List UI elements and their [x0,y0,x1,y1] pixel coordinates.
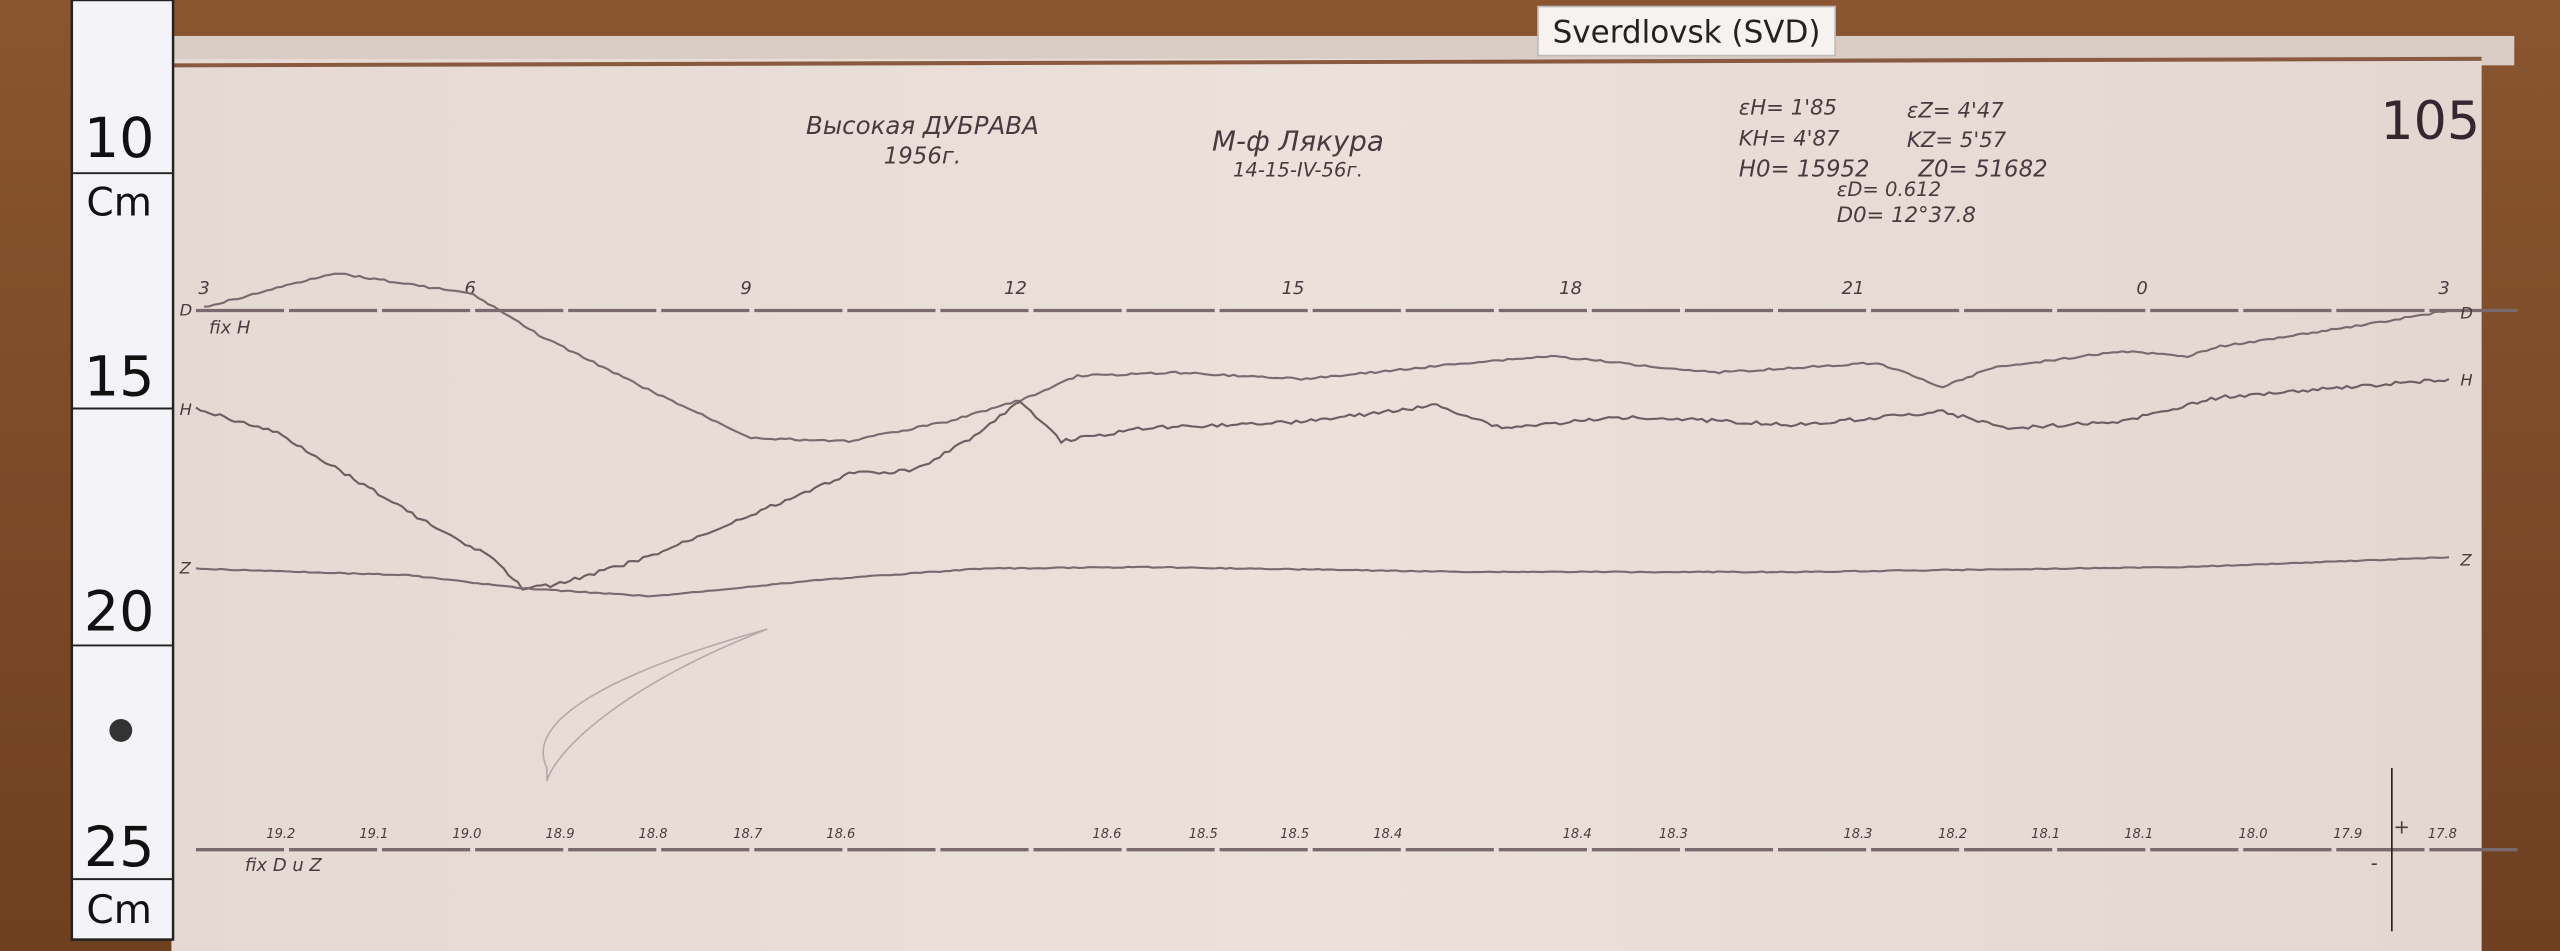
temperature-mark: 19.1 [359,827,388,842]
const-d0: D0= 12°37.8 [1837,203,1976,228]
fix-h-note: fix H [209,317,251,338]
ruler-label-10: 10 [84,106,155,171]
temperature-mark: 18.1 [2124,827,2153,842]
label-h-left: H [180,400,192,419]
station-sticker-text: Sverdlovsk (SVD) [1553,14,1821,50]
magnetogram-sheet [171,58,2482,951]
temperature-mark: 18.5 [1189,827,1218,842]
ruler-label-20: 20 [84,580,155,645]
hour-mark: 0 [2136,278,2147,299]
hour-mark: 3 [198,278,209,299]
temperature-mark: 18.7 [733,827,763,842]
label-d-left: D [180,300,193,319]
const-k-h: KH= 4'87 [1739,126,1840,151]
record-date: 14-15-IV-56г. [1233,158,1363,181]
temperature-mark: 19.2 [266,827,295,842]
ruler-unit-bottom: Cm [86,888,152,933]
ruler-label-25: 25 [84,815,155,880]
label-z-left: Z [179,559,192,578]
label-z-right: Z [2459,550,2472,569]
hour-mark: 21 [1842,278,1865,299]
ruler-ticks [71,172,174,881]
temperature-mark: 18.1 [2031,827,2060,842]
temperature-mark: 17.8 [2428,827,2457,842]
station-sticker [1537,5,1836,57]
temperature-mark: 18.3 [1659,827,1688,842]
ruler-hole [109,718,133,742]
hour-mark: 15 [1282,278,1305,299]
station-title: Высокая ДУБРАВА [806,111,1039,140]
horizontal-intensity-trace [195,378,2450,591]
observer-name: М-ф Лякура [1212,124,1384,157]
temperature-mark: 19.0 [452,827,481,842]
label-d-right: D [2460,304,2473,323]
declination-trace [204,272,2450,444]
temperature-mark: 17.9 [2333,827,2362,842]
sheet-top-edge [171,56,2482,68]
sheet-number: 105 [2380,91,2480,152]
fix-dz-note: fix D u Z [245,855,323,876]
label-h-right: H [2460,371,2472,390]
const-eps-z: εZ= 4'47 [1907,99,2004,124]
temperature-marks: 19.2 19.1 19.0 18.9 18.8 18.7 18.6 18.6 18.5 18.5… [266,827,2457,842]
faint-loop-mark [542,628,768,782]
temperature-mark: 18.3 [1843,827,1872,842]
temperature-mark: 18.9 [545,827,574,842]
temperature-mark: 18.2 [1938,827,1967,842]
hour-mark: 6 [464,278,475,299]
centimeter-ruler [70,0,175,941]
temperature-mark: 18.0 [2239,827,2268,842]
hour-mark: 3 [2438,278,2449,299]
temperature-mark: 18.4 [1373,827,1402,842]
station-year: 1956г. [884,143,961,169]
ruler-unit-top: Cm [86,181,152,226]
temperature-mark: 18.5 [1280,827,1309,842]
temperature-mark: 18.4 [1563,827,1592,842]
baselines [195,308,2518,852]
minus-sign: - [2371,851,2378,874]
temperature-mark: 18.6 [1092,827,1121,842]
const-h0: H0= 15952 [1739,156,1870,182]
const-k-z: KZ= 5'57 [1907,128,2007,153]
hour-mark: 18 [1559,278,1582,299]
vertical-intensity-trace [195,556,2450,598]
ruler-label-15: 15 [84,344,155,409]
const-eps-h: εH= 1'85 [1739,95,1837,120]
plus-sign: + [2393,815,2409,838]
hour-mark: 12 [1004,278,1027,299]
hour-mark: 9 [740,278,751,299]
hour-marks: 3 6 9 12 15 18 21 0 3 [198,278,2449,299]
temperature-mark: 18.8 [639,827,668,842]
const-z0: Z0= 51682 [1917,156,2047,182]
const-eps-d: εD= 0.612 [1837,178,1941,201]
temperature-mark: 18.6 [826,827,855,842]
